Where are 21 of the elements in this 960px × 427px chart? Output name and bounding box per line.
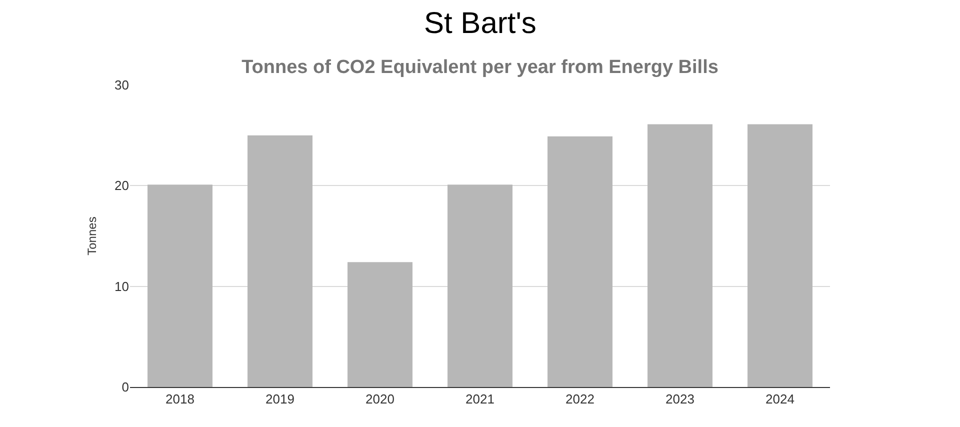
- bar: [148, 184, 212, 387]
- y-tick-label: 30: [114, 78, 129, 93]
- bar: [548, 136, 612, 387]
- x-tick-label: 2020: [366, 392, 394, 407]
- x-tick-label: 2019: [266, 392, 294, 407]
- x-tick-label: 2023: [666, 392, 694, 407]
- bar: [448, 184, 512, 387]
- x-tick-label: 2022: [566, 392, 594, 407]
- bar: [648, 124, 712, 387]
- bar: [748, 124, 812, 387]
- bar: [348, 262, 412, 387]
- y-tick-label: 10: [114, 278, 129, 294]
- y-tick-label: 20: [114, 178, 129, 194]
- text: St Bart's: [424, 7, 536, 40]
- x-tick-label: 2024: [766, 392, 794, 407]
- x-tick-label: 2021: [466, 392, 494, 407]
- bar: [248, 135, 312, 387]
- y-tick-label: 0: [122, 380, 129, 395]
- y-axis-title: Tonnes: [84, 216, 99, 256]
- x-tick-label: 2018: [166, 392, 194, 407]
- chart-title: Tonnes of CO2 Equivalent per year from Energy Bills: [242, 57, 718, 78]
